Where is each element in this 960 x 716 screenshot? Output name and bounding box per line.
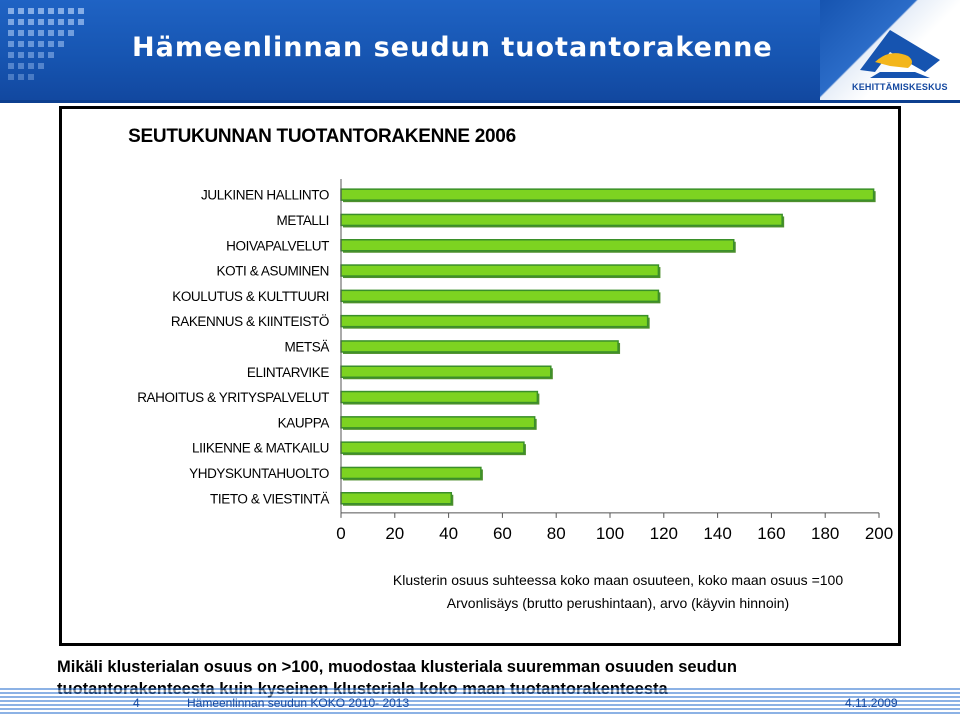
bar-rahoitus-and-yrityspalvelut bbox=[340, 390, 539, 404]
logo bbox=[820, 0, 960, 100]
bar-elintarvike bbox=[340, 365, 552, 378]
x-tick-label-120: 120 bbox=[650, 524, 678, 543]
category-label-yhdyskuntahuolto: YHDYSKUNTAHUOLTO bbox=[189, 466, 329, 481]
x-tick-label-180: 180 bbox=[811, 524, 839, 543]
x-axis-label-line1: Klusterin osuus suhteessa koko maan osuu… bbox=[393, 572, 843, 588]
bar-kauppa bbox=[340, 416, 536, 429]
x-tick-label-20: 20 bbox=[385, 524, 404, 543]
category-label-elintarvike: ELINTARVIKE bbox=[247, 365, 330, 380]
logo-text: KEHITTÄMISKESKUS bbox=[852, 82, 948, 92]
x-tick-label-160: 160 bbox=[757, 524, 785, 543]
category-label-hoivapalvelut: HOIVAPALVELUT bbox=[226, 238, 329, 253]
x-tick-label-0: 0 bbox=[336, 524, 345, 543]
bar-metsä bbox=[340, 340, 619, 353]
bar-liikenne-and-matkailu bbox=[340, 441, 525, 454]
footnote-line-1: Mikäli klusterialan osuus on >100, muodo… bbox=[57, 658, 737, 676]
category-label-metsä: METSÄ bbox=[284, 339, 329, 354]
slide-header: Hämeenlinnan seudun tuotantorakenne KEHI… bbox=[0, 0, 960, 100]
category-label-julkinen-hallinto: JULKINEN HALLINTO bbox=[201, 188, 329, 203]
x-tick-label-80: 80 bbox=[547, 524, 566, 543]
bar-metalli bbox=[340, 213, 783, 227]
bar-koti-and-asuminen bbox=[340, 264, 660, 277]
footer-date: 4.11.2009 bbox=[845, 696, 898, 710]
bar-tieto-and-viestintä bbox=[340, 492, 453, 505]
footer-text: Hämeenlinnan seudun KOKO 2010- 2013 bbox=[187, 696, 410, 710]
category-label-rahoitus-and-yrityspalvelut: RAHOITUS & YRITYSPALVELUT bbox=[137, 390, 329, 405]
category-label-koulutus-and-kulttuuri: KOULUTUS & KULTTUURI bbox=[172, 289, 329, 304]
logo-emblem-icon bbox=[860, 30, 940, 78]
x-tick-label-200: 200 bbox=[865, 524, 893, 543]
bar-hoivapalvelut bbox=[340, 239, 735, 252]
x-axis-label-line2: Arvonlisäys (brutto perushintaan), arvo … bbox=[447, 595, 789, 611]
slide-title: Hämeenlinnan seudun tuotantorakenne bbox=[132, 32, 773, 63]
category-label-liikenne-and-matkailu: LIIKENNE & MATKAILU bbox=[192, 441, 329, 456]
x-tick-label-60: 60 bbox=[493, 524, 512, 543]
x-tick-label-100: 100 bbox=[596, 524, 624, 543]
page-number: 4 bbox=[133, 696, 140, 710]
category-label-koti-and-asuminen: KOTI & ASUMINEN bbox=[216, 264, 329, 279]
bar-rakennus-and-kiinteistö bbox=[340, 314, 649, 328]
bar-julkinen-hallinto bbox=[340, 188, 875, 201]
x-tick-label-40: 40 bbox=[439, 524, 458, 543]
x-tick-label-140: 140 bbox=[703, 524, 731, 543]
bar-yhdyskuntahuolto bbox=[340, 466, 482, 480]
category-label-metalli: METALLI bbox=[277, 213, 329, 228]
category-label-rakennus-and-kiinteistö: RAKENNUS & KIINTEISTÖ bbox=[171, 314, 329, 329]
category-label-tieto-and-viestintä: TIETO & VIESTINTÄ bbox=[210, 491, 329, 506]
header-divider bbox=[0, 100, 960, 103]
chart-frame: SEUTUKUNNAN TUOTANTORAKENNE 2006 JULKINE… bbox=[59, 106, 901, 646]
bar-koulutus-and-kulttuuri bbox=[340, 289, 660, 303]
category-label-kauppa: KAUPPA bbox=[278, 415, 330, 430]
chart-title: SEUTUKUNNAN TUOTANTORAKENNE 2006 bbox=[128, 126, 516, 147]
footer-stripes bbox=[0, 688, 960, 716]
bar-chart: SEUTUKUNNAN TUOTANTORAKENNE 2006 JULKINE… bbox=[128, 126, 893, 611]
footer-bar bbox=[0, 688, 960, 716]
decorative-dots-icon bbox=[8, 8, 84, 80]
